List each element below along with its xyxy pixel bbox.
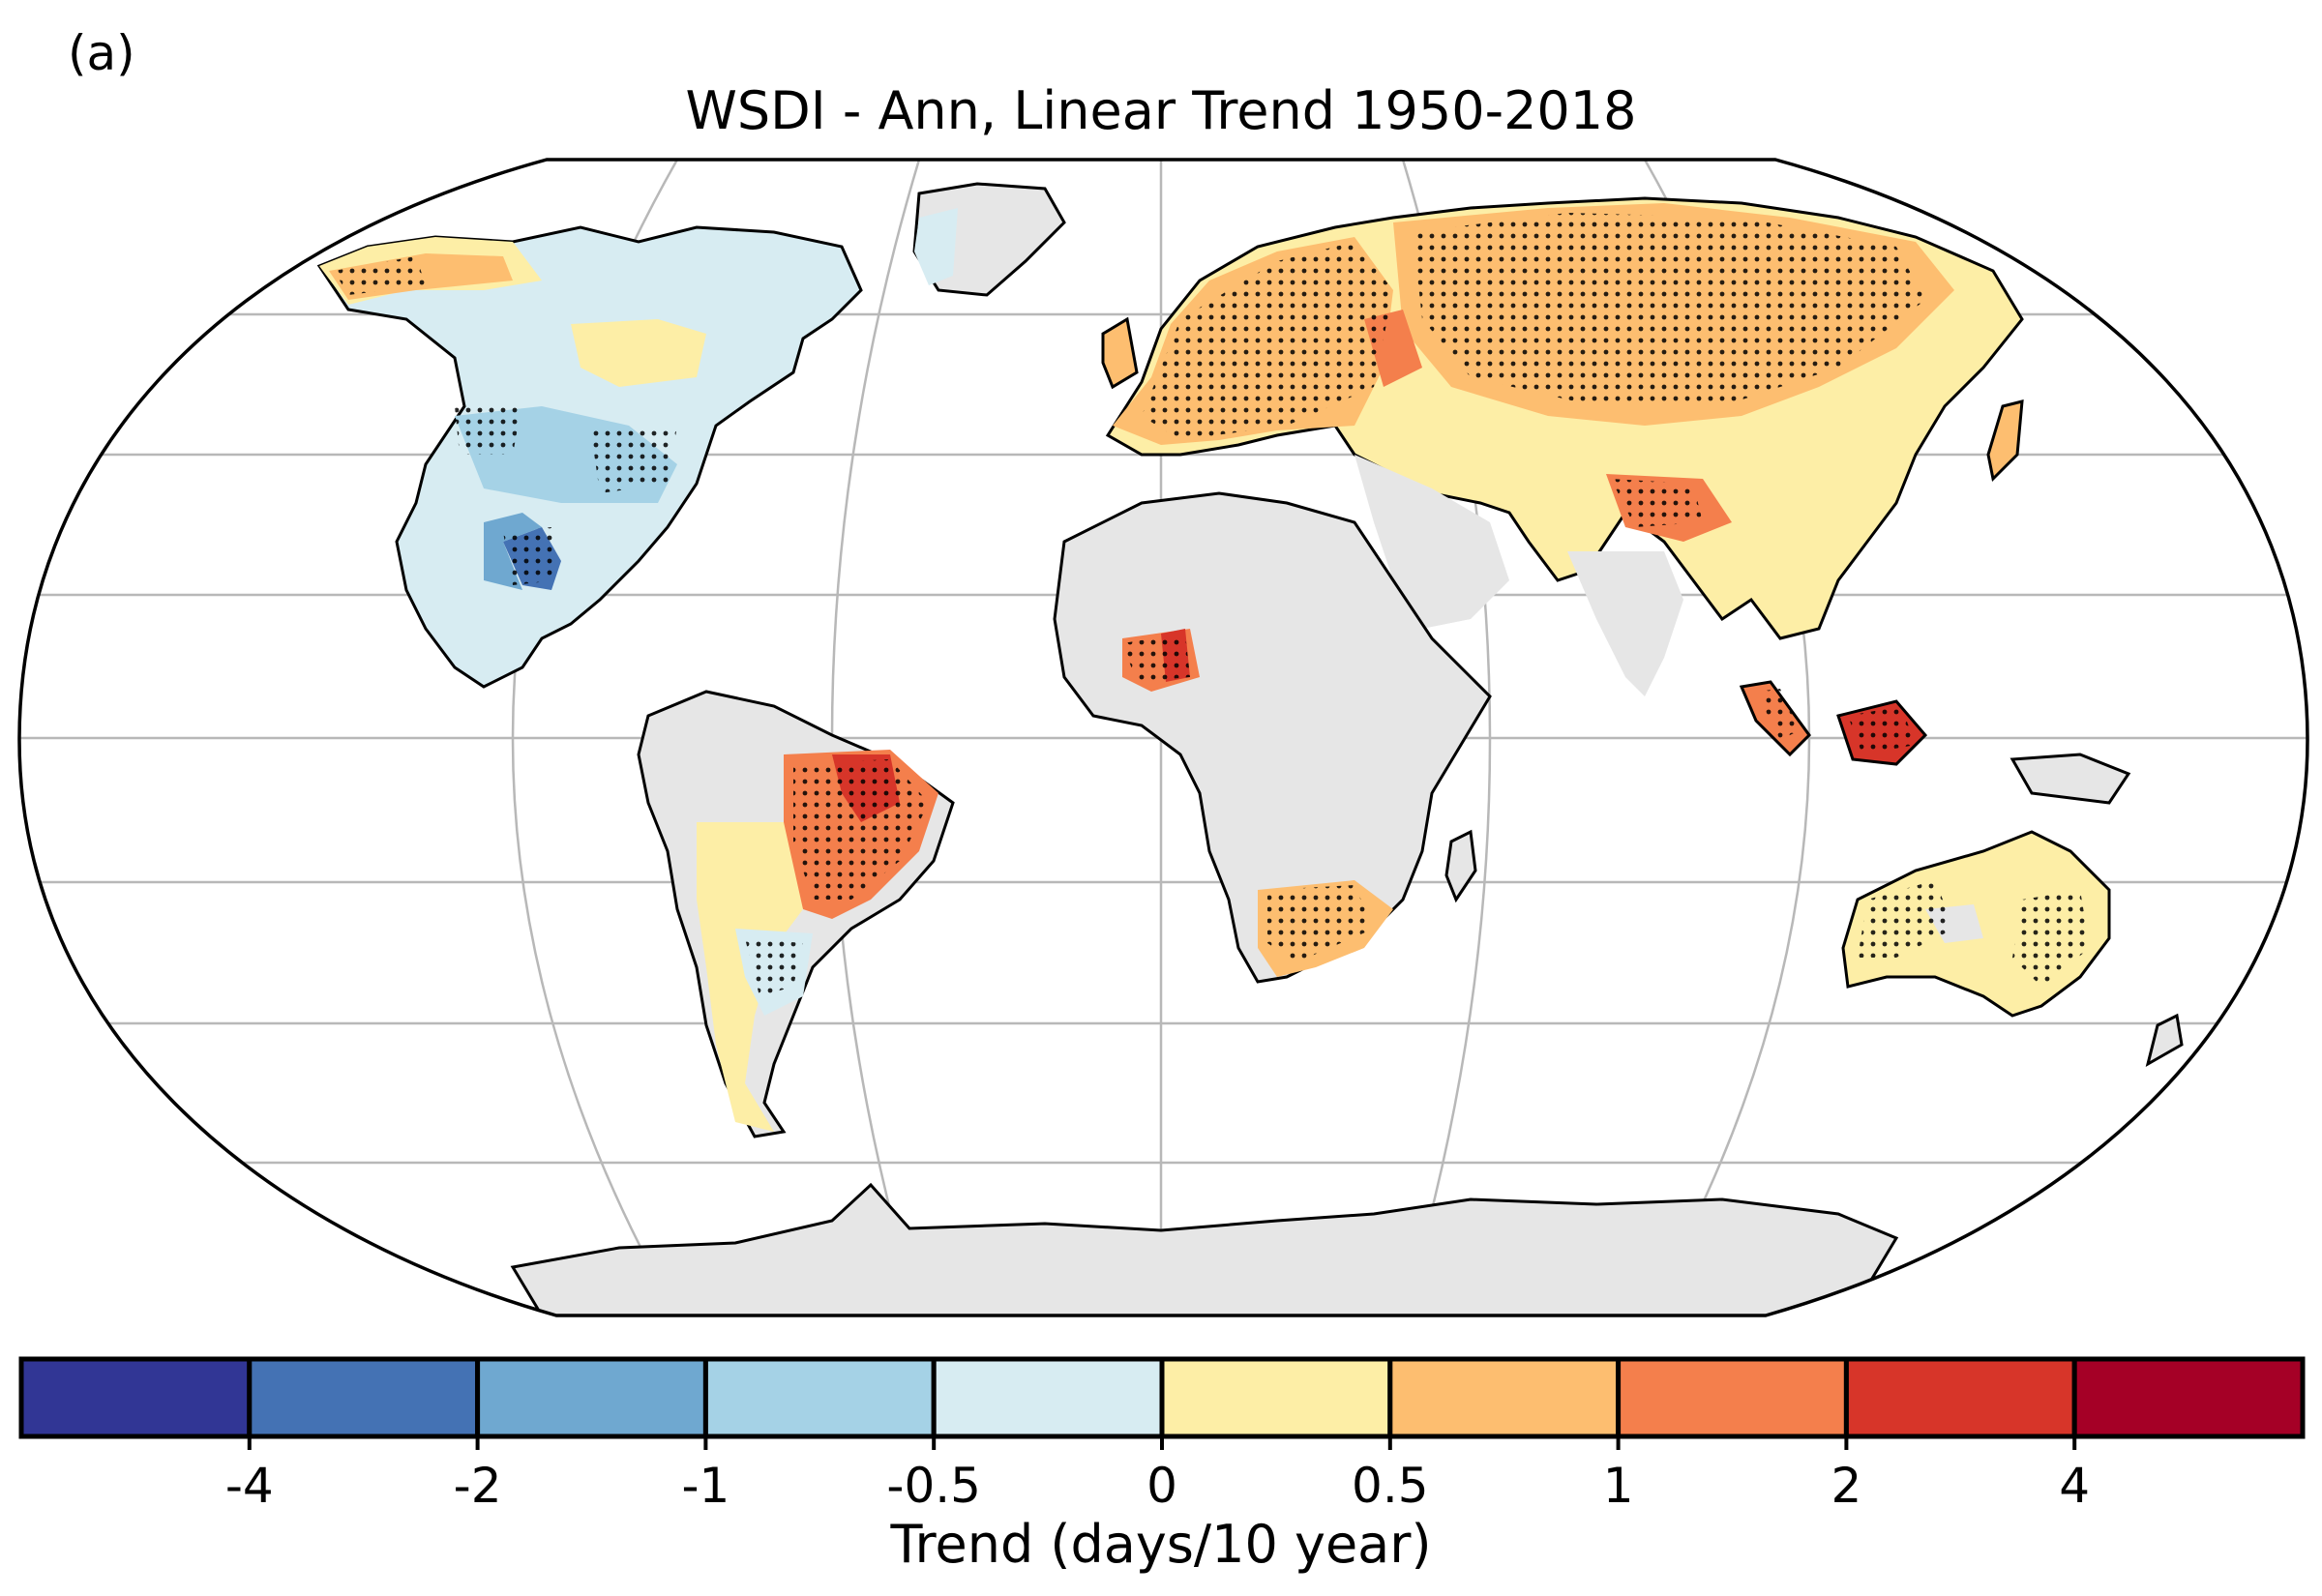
colorbar-segment [931, 1356, 1165, 1439]
colorbar-tick-label: 0 [1146, 1458, 1177, 1514]
panel-label: (a) [68, 25, 135, 81]
colorbar-segment [1843, 1356, 2077, 1439]
colorbar-tick-label: 1 [1603, 1458, 1634, 1514]
colorbar-segment [2071, 1356, 2306, 1439]
map-title: WSDI - Ann, Linear Trend 1950-2018 [685, 80, 1637, 141]
colorbar-segment [18, 1356, 253, 1439]
colorbar-label: Trend (days/10 year) [890, 1514, 1432, 1575]
colorbar-tick-label: 2 [1831, 1458, 1861, 1514]
new-zealand [2145, 1013, 2184, 1068]
colorbar-segment [702, 1356, 937, 1439]
significance-stippling [334, 213, 2090, 996]
colorbar-tick-label: -1 [681, 1458, 729, 1514]
colorbar-tick-label: 0.5 [1352, 1458, 1429, 1514]
colorbar-tick-label: -4 [225, 1458, 274, 1514]
colorbar-tick-label: -0.5 [886, 1458, 981, 1514]
colorbar-segment [475, 1356, 708, 1439]
greenland-trend [914, 208, 958, 285]
colorbar-tick-label: 4 [2059, 1458, 2090, 1514]
japan [1986, 399, 2024, 483]
colorbar-segment [1616, 1356, 1849, 1439]
colorbar-segment [1159, 1356, 1393, 1439]
world-map [17, 158, 2309, 1317]
middle-east-gray [1354, 455, 1509, 629]
madagascar [1444, 829, 1477, 903]
colorbar-tick-label: -2 [454, 1458, 502, 1514]
british-isles [1101, 316, 1139, 390]
new-guinea [2009, 753, 2131, 805]
india-gray [1567, 551, 1683, 696]
colorbar-segment [247, 1356, 481, 1439]
north-america-warm2 [571, 319, 706, 387]
globe-outline [17, 158, 2309, 1317]
colorbar-segment [1387, 1356, 1622, 1439]
